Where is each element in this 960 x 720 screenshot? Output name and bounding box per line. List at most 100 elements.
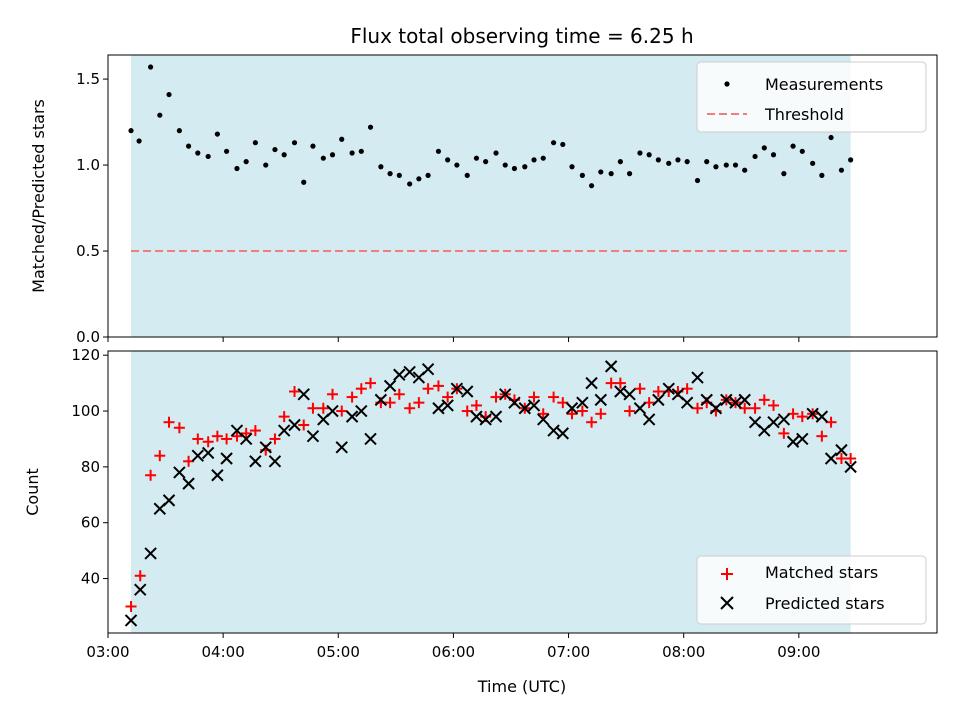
measurement-point [214,131,220,137]
matched-star-point [461,405,473,417]
matched-star-point [404,402,416,414]
measurement-point [396,172,402,178]
predicted-star-point [576,396,589,409]
predicted-star-point [220,452,233,465]
measurement-point [732,162,739,168]
legend-matched-marker [721,568,733,580]
matched-star-point [269,433,281,445]
predicted-star-point [709,402,723,415]
matched-star-point [643,397,655,409]
predicted-star-point [815,410,829,423]
predicted-star-point [393,368,406,381]
matched-star-point [145,469,157,481]
predicted-star-point [211,469,224,482]
measurement-point [550,140,557,146]
predicted-star-point [547,424,560,437]
legend-predicted-label: Predicted stars [765,594,885,613]
matched-star-point [614,377,626,389]
predicted-star-point [326,404,339,418]
measurement-point [263,162,269,168]
measurement-point [742,167,748,173]
matched-star-point [470,399,482,411]
predicted-star-point [277,424,291,437]
predicted-star-point [364,432,377,446]
measurement-point [329,152,336,158]
measurement-point [828,134,834,141]
bottom-x-tick-label: 08:00 [662,643,705,661]
predicted-star-point [594,393,608,407]
measurement-point [598,169,604,175]
measurement-point [511,165,518,172]
measurement-point [694,177,701,184]
predicted-star-point [796,432,809,446]
measurement-point [166,91,172,98]
matched-star-point [317,402,329,414]
bottom-y-tick-label: 40 [81,570,100,588]
matched-star-point [346,391,358,403]
matched-star-point [605,377,617,389]
predicted-star-point [288,418,301,432]
predicted-star-point [479,413,492,426]
matched-star-point [289,385,301,397]
matched-star-point [134,570,146,582]
bottom-x-tick-label: 07:00 [547,643,590,661]
matched-star-point [816,430,828,442]
predicted-star-point [720,393,733,407]
predicted-star-point [556,427,570,440]
matched-star-point [768,399,780,411]
matched-star-point [787,408,799,420]
measurement-point [234,165,240,172]
matched-star-point [758,394,770,406]
predicted-star-point [614,385,627,398]
predicted-star-point [565,402,579,415]
matched-star-point [355,383,367,395]
predicted-star-point [489,410,503,423]
matched-star-point [845,452,857,464]
matched-star-point [221,433,233,445]
measurement-point [339,136,345,142]
measurement-point [569,164,575,170]
matched-star-point [739,402,751,414]
matched-star-point [163,416,175,428]
predicted-star-point [518,402,532,415]
matched-star-point [393,388,405,400]
predicted-star-point [403,365,416,379]
measurement-point [349,150,355,156]
measurement-point [684,159,690,165]
measurement-point [464,172,470,178]
predicted-star-point [835,443,848,457]
measurement-point [723,162,729,168]
measurement-point [626,171,633,177]
legend-matched-label: Matched stars [765,563,878,582]
bottom-y-tick-label: 80 [81,458,100,476]
predicted-star-point [738,393,751,407]
measurement-point [781,171,787,177]
measurement-point [617,159,623,165]
matched-star-point [796,411,808,423]
measurement-point [435,148,442,154]
matched-star-point [595,408,607,420]
measurement-point [176,128,182,134]
predicted-star-point [450,382,464,395]
matched-star-point [576,405,588,417]
predicted-star-point [134,583,147,596]
predicted-star-point [537,413,550,426]
matched-star-point [125,600,137,612]
predicted-star-point [680,396,694,409]
measurement-point [205,153,211,160]
measurement-point [675,157,681,163]
top-panel: 0.0 0.5 1.0 1.5 Matched/Predicted stars Mea… [29,54,938,346]
measurement-point [540,155,546,161]
predicted-star-point [824,452,838,465]
measurement-point [770,152,777,158]
measurement-point [493,150,499,156]
matched-star-point [432,380,444,392]
predicted-star-point [306,429,320,443]
bottom-y-axis-label: Count [23,468,42,516]
measurement-point [761,145,767,151]
matched-star-point [240,427,252,439]
measurement-point [301,179,307,185]
predicted-star-point [249,455,262,468]
predicted-star-point [383,379,397,393]
measurement-point [252,140,258,146]
